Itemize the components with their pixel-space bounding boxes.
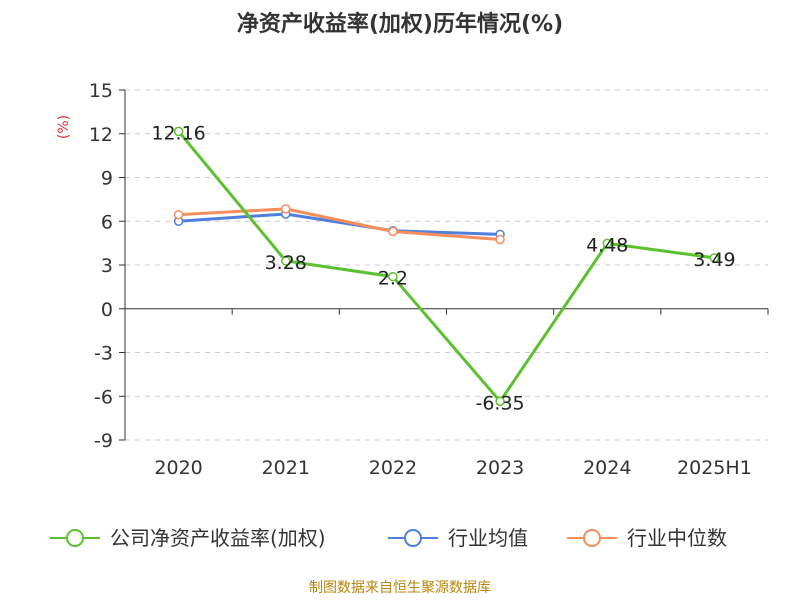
x-tick-label: 2020 [154,457,202,479]
y-tick-label: 15 [89,80,113,102]
y-tick-label: 9 [101,168,113,190]
data-label: 3.28 [265,252,307,274]
legend-marker-2 [583,529,601,547]
legend-label: 公司净资产收益率(加权) [110,526,326,550]
data-label: 12.16 [151,122,205,144]
data-point-2 [495,234,505,245]
data-label: 4.48 [586,234,628,256]
y-tick-label: -9 [94,430,113,452]
y-tick-label: 0 [101,299,113,321]
x-tick-label: 2021 [262,457,310,479]
data-point-0 [709,253,720,263]
x-tick-label: 2022 [369,457,417,479]
y-tick-label: 3 [101,255,113,277]
data-point-0 [388,271,398,282]
data-source-note: 制图数据来自恒生聚源数据库 [309,580,491,596]
data-label: 3.49 [693,249,735,271]
data-point-2 [173,209,184,220]
legend-marker-0 [66,529,84,547]
legend-label: 行业均值 [448,526,528,550]
data-label: -6.35 [475,392,524,414]
x-tick-label: 2024 [583,457,631,479]
series-line-1 [178,212,501,236]
data-point-0 [173,126,184,137]
data-point-2 [281,204,291,214]
legend-label: 行业中位数 [627,526,727,550]
legend-marker-1 [404,529,422,547]
y-tick-label: 12 [89,124,113,146]
y-tick-label: -6 [94,386,113,408]
data-point-2 [388,226,398,237]
series-line-0 [177,130,715,403]
y-tick-label: -3 [94,343,113,365]
y-tick-label: 6 [101,211,113,233]
y-axis-label: (%) [56,115,72,139]
x-tick-label: 2023 [476,457,524,479]
x-tick-label: 2025H1 [677,457,752,479]
data-point-0 [281,256,291,266]
data-label: 2.2 [378,268,408,290]
data-point-0 [495,396,505,407]
series-line-2 [178,207,501,241]
data-point-0 [602,238,612,249]
chart-title: 净资产收益率(加权)历年情况(%) [236,12,564,37]
